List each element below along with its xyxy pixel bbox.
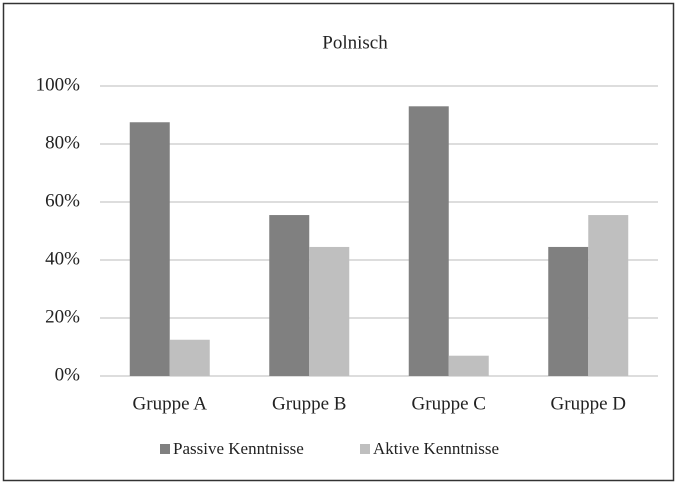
- bar: [588, 215, 629, 376]
- x-tick-label: Gruppe A: [133, 393, 208, 414]
- legend: Passive Kenntnisse Aktive Kenntnisse: [160, 439, 499, 458]
- legend-label: Aktive Kenntnisse: [373, 439, 499, 458]
- x-tick-label: Gruppe B: [272, 393, 346, 414]
- bar: [129, 122, 170, 376]
- x-tick-label: Gruppe D: [551, 393, 626, 414]
- y-tick-label: 100%: [36, 74, 81, 95]
- legend-label: Passive Kenntnisse: [173, 439, 304, 458]
- y-tick-label: 40%: [45, 248, 80, 269]
- y-tick-label: 80%: [45, 132, 80, 153]
- y-tick-label: 60%: [45, 190, 80, 211]
- bar: [309, 246, 350, 376]
- bar: [408, 106, 449, 377]
- bar: [448, 355, 489, 376]
- chart-title: Polnisch: [322, 32, 388, 53]
- y-tick-label: 20%: [45, 306, 80, 327]
- legend-swatch: [160, 444, 170, 454]
- y-tick-label: 0%: [55, 364, 81, 385]
- x-tick-label: Gruppe C: [412, 393, 486, 414]
- legend-swatch: [360, 444, 370, 454]
- bar: [169, 339, 210, 376]
- bar: [548, 246, 589, 376]
- bar: [269, 215, 310, 376]
